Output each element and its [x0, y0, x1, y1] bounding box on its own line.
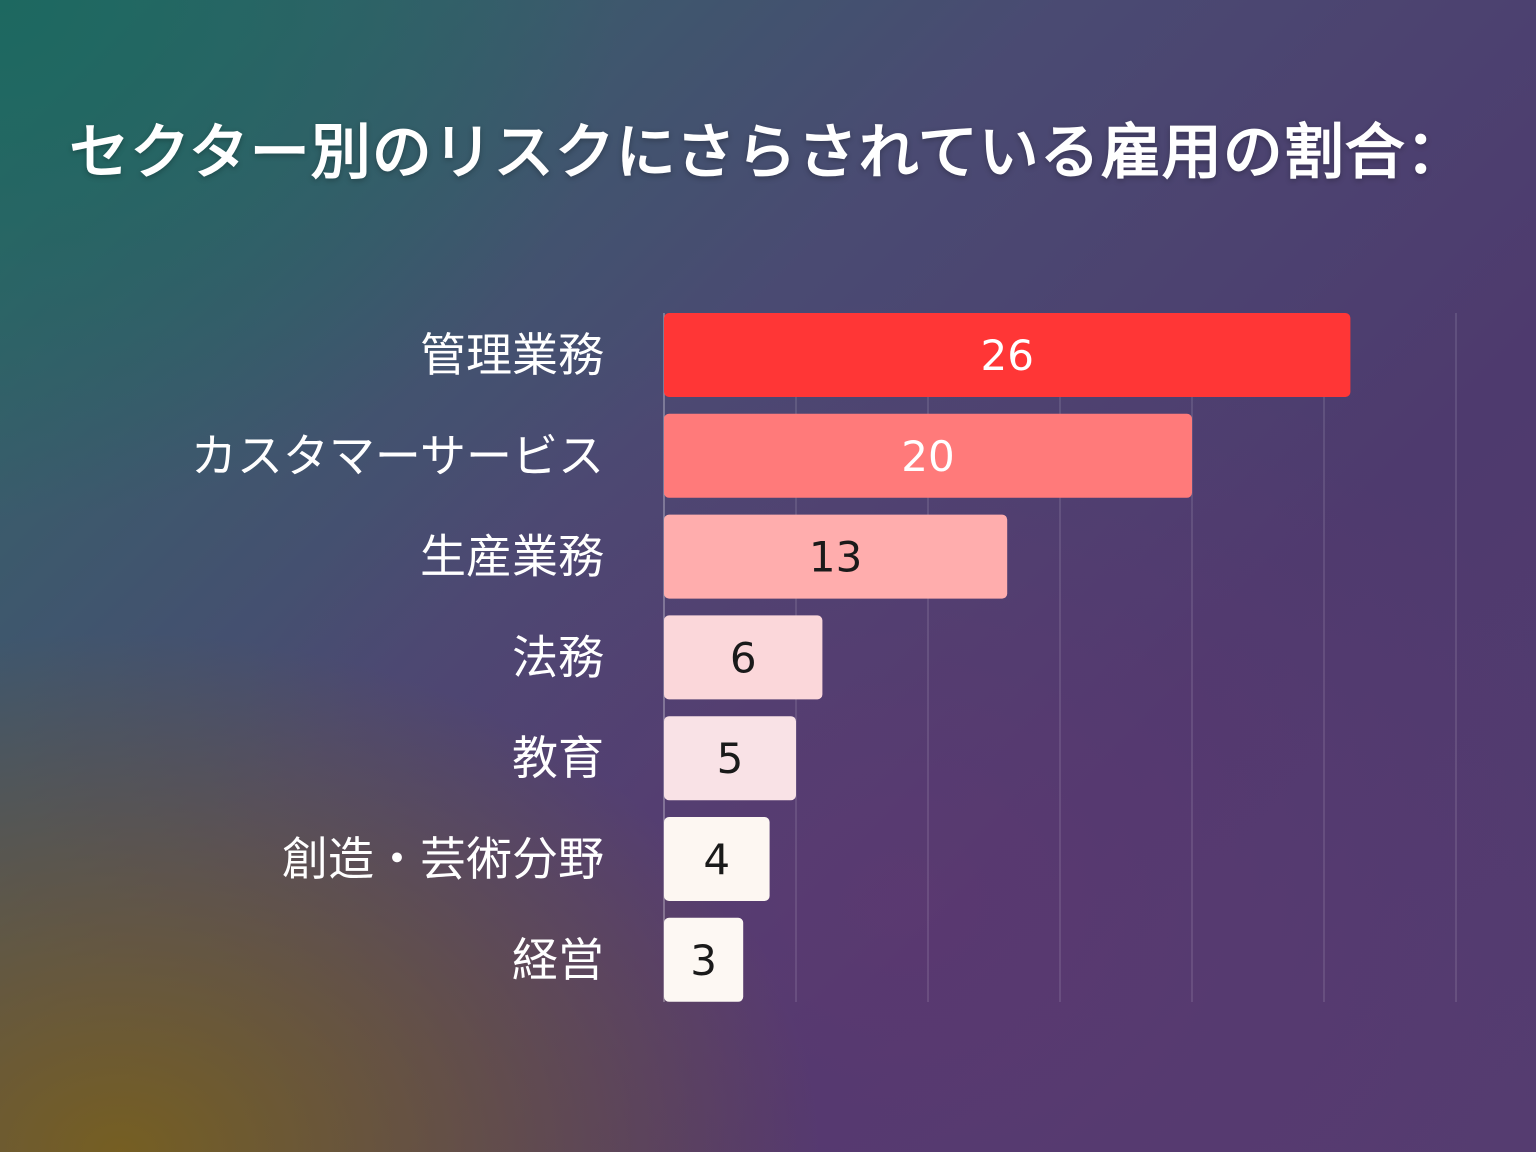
bar	[664, 615, 823, 700]
bars: 26 20 13 6 5 4 3	[664, 313, 1351, 1002]
bar	[664, 917, 744, 1002]
value-label: 13	[809, 533, 862, 582]
bar	[664, 413, 1192, 498]
value-label: 20	[901, 432, 954, 481]
category-label: 法務	[512, 630, 604, 684]
bar	[664, 313, 1351, 397]
category-label: 生産業務	[420, 530, 604, 584]
chart-title: セクター別のリスクにさらされている雇用の割合：	[69, 118, 1467, 188]
value-label: 3	[690, 936, 717, 985]
value-label: 26	[980, 331, 1033, 380]
category-label: カスタマーサービス	[191, 429, 604, 483]
category-label: 教育	[512, 731, 604, 785]
category-label: 管理業務	[420, 328, 604, 382]
category-label: 経営	[512, 933, 604, 987]
value-label: 6	[730, 633, 757, 682]
bar	[664, 817, 770, 901]
value-label: 5	[717, 734, 744, 783]
value-label: 4	[703, 835, 730, 884]
bar	[664, 514, 1008, 599]
bar	[664, 716, 796, 801]
category-label: 創造・芸術分野	[282, 832, 604, 886]
